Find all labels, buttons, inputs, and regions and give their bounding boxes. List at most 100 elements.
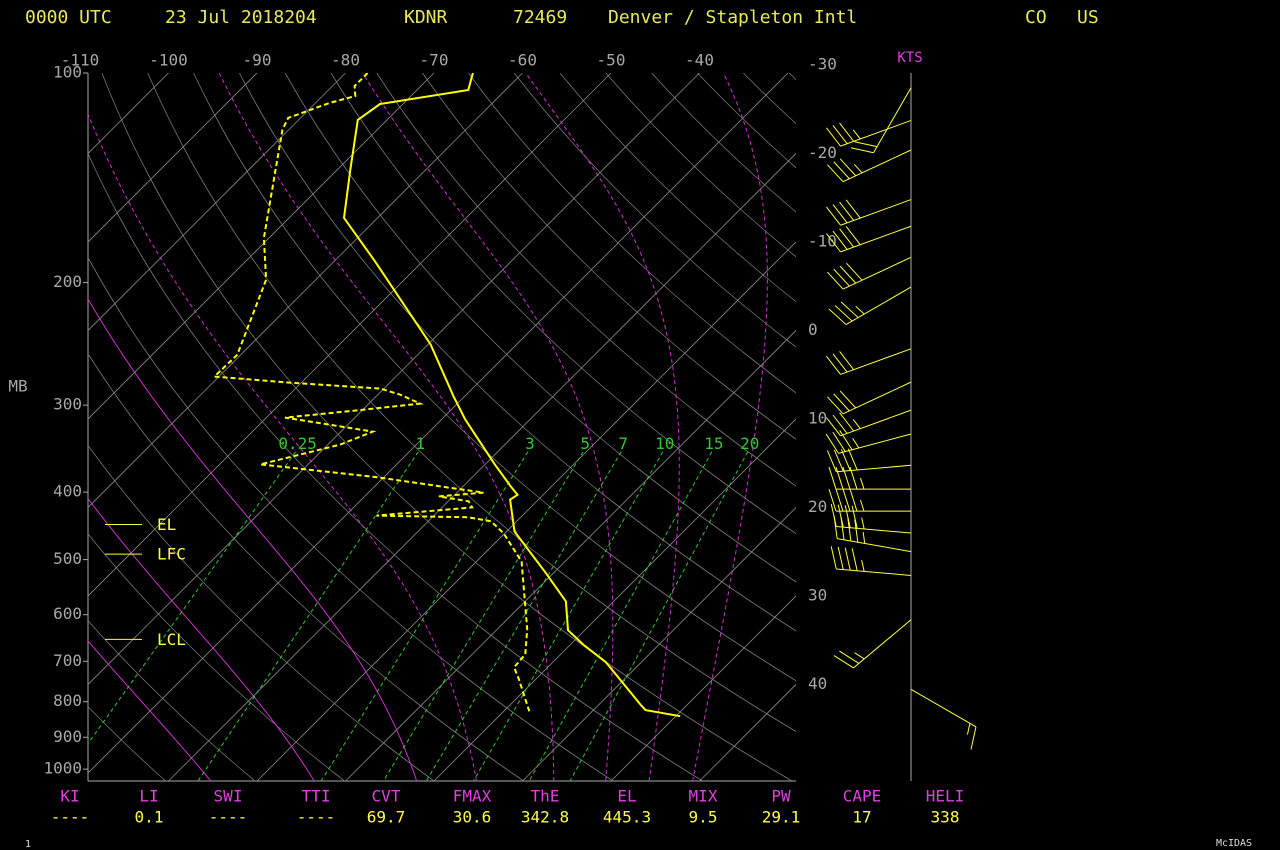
wind-feather (839, 650, 860, 664)
index-label: SWI (214, 787, 243, 806)
moist-adiabat (218, 73, 555, 781)
header-date: 23 Jul 2018204 (165, 7, 317, 28)
level-label: EL (157, 515, 176, 534)
index-value: 29.1 (762, 808, 801, 827)
wind-feather (845, 226, 861, 246)
isotherm (88, 73, 789, 774)
wind-staff (836, 464, 912, 473)
index-value: 69.7 (367, 808, 406, 827)
wind-staff (837, 538, 912, 553)
wind-feather (840, 449, 851, 471)
header-station-name: Denver / Stapleton Intl (608, 7, 857, 28)
isotherm-label: 40 (808, 674, 827, 693)
wind-feather (855, 305, 865, 315)
index-label: KI (60, 787, 79, 806)
y-tick-label: 1000 (43, 759, 82, 778)
dry-adiabat (88, 533, 345, 781)
wind-feather (861, 560, 865, 572)
wind-staff (840, 409, 912, 437)
wind-feather (839, 351, 855, 370)
wind-staff (842, 381, 912, 415)
moist-adiabat (692, 73, 768, 781)
background-lines (88, 73, 796, 781)
wind-staff (836, 568, 912, 576)
header-time: 0000 UTC (25, 7, 112, 28)
x-tick-label: -110 (61, 51, 100, 70)
dry-adiabat (88, 152, 703, 781)
mixing-ratio-label: 5 (580, 434, 590, 453)
wind-feather (844, 547, 851, 571)
isotherm (88, 73, 435, 420)
y-axis-title: MB (8, 377, 27, 396)
x-tick-label: -40 (685, 51, 714, 70)
wind-barb (828, 489, 911, 512)
footer-left: 1 (25, 839, 31, 850)
wind-barb (910, 688, 977, 750)
dry-adiabat (605, 73, 796, 258)
wind-feather (825, 433, 839, 454)
dry-adiabat (193, 73, 796, 682)
isotherm (88, 73, 258, 243)
dry-adiabat (513, 73, 796, 348)
wind-feather (827, 271, 844, 290)
wind-feather (826, 450, 837, 472)
wind-feather (860, 477, 865, 490)
wind-barb (826, 119, 912, 147)
dry-adiabat (376, 73, 796, 487)
wind-feather (852, 419, 861, 429)
wind-feather (839, 122, 855, 142)
isotherm-label: 0 (808, 320, 818, 339)
dry-adiabat (468, 73, 796, 394)
wind-feather (832, 414, 848, 434)
index-value: 0.1 (135, 808, 164, 827)
wind-feather (850, 147, 874, 154)
wind-feather (833, 268, 850, 287)
isotherm-label: -20 (808, 143, 837, 162)
mixing-ratio-label: 7 (618, 434, 628, 453)
y-tick-label: 700 (53, 651, 82, 670)
wind-barb (827, 381, 912, 415)
index-label: LI (139, 787, 158, 806)
isotherm (168, 152, 796, 781)
wind-feather (832, 431, 846, 452)
wind-feather (839, 390, 857, 409)
wind-feather (842, 466, 851, 490)
wind-feather (834, 305, 853, 322)
dewpoint-line (212, 73, 531, 712)
index-value: 342.8 (521, 808, 569, 827)
wind-feather (833, 655, 854, 669)
dry-adiabat (88, 620, 256, 781)
dry-adiabat (147, 73, 796, 732)
wind-barb (826, 448, 912, 473)
wind-feather (846, 262, 863, 281)
isotherm (88, 73, 523, 509)
x-tick-label: -80 (331, 51, 360, 70)
index-value: ---- (297, 808, 336, 827)
wind-feather (849, 466, 858, 490)
isotherm (345, 329, 796, 781)
x-tick-label: -90 (243, 51, 272, 70)
temperature-line (342, 73, 681, 718)
wind-feather (839, 201, 855, 221)
mixing-ratio-label: 0.25 (278, 434, 317, 453)
index-label: CVT (372, 787, 401, 806)
moist-adiabat (88, 112, 477, 781)
header-station: KDNR (404, 7, 448, 28)
wind-feather (851, 548, 858, 571)
wind-feather (833, 393, 850, 412)
wind-staff (842, 256, 912, 290)
index-label: CAPE (843, 787, 882, 806)
wind-barb (826, 199, 912, 226)
wind-feather (839, 265, 857, 284)
wind-staff (910, 688, 977, 728)
isotherm (256, 241, 796, 781)
moist-adiabat (362, 73, 614, 781)
wind-feather (830, 546, 837, 570)
dry-adiabat (651, 73, 796, 213)
isotherm (610, 595, 796, 781)
y-tick-label: 400 (53, 482, 82, 501)
wind-feather (839, 430, 853, 451)
wind-feather (854, 519, 859, 543)
